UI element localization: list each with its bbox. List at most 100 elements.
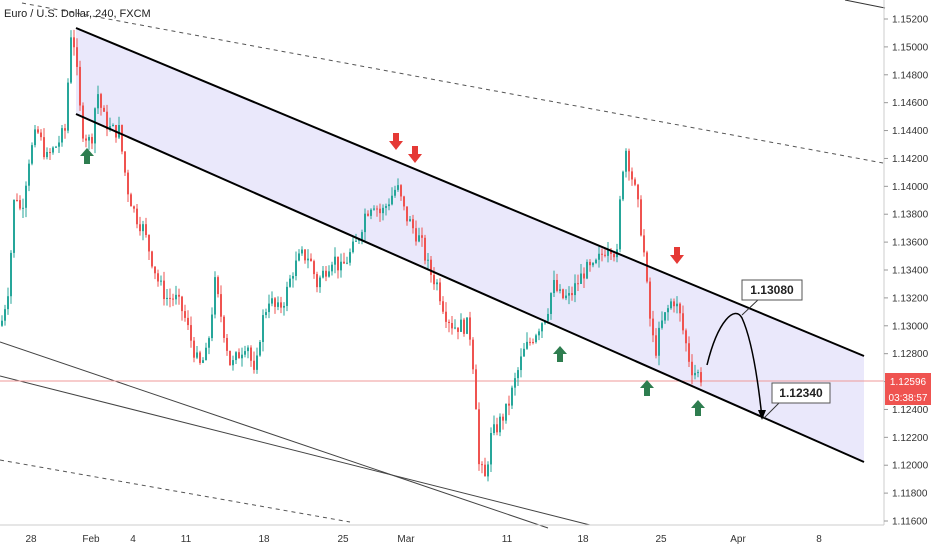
down-arrow-icon <box>389 133 403 150</box>
candle-down <box>226 337 228 351</box>
candle-up <box>55 146 57 148</box>
countdown-timer: 03:38:57 <box>889 393 928 404</box>
candle-down <box>400 185 402 197</box>
candle-down <box>508 403 510 406</box>
candle-up <box>88 137 90 141</box>
candle-up <box>526 341 528 349</box>
candle-down <box>589 261 591 266</box>
y-tick-label: 1.14600 <box>892 98 929 109</box>
candle-up <box>166 297 168 300</box>
candle-up <box>514 378 516 388</box>
price-axis[interactable]: 1.15200 1.15000 1.14800 1.14600 1.14400 1.142… <box>884 15 929 528</box>
y-tick-label: 1.13000 <box>892 321 929 332</box>
candle-up <box>436 282 438 285</box>
candle-up <box>97 94 99 109</box>
candle-up <box>553 279 555 294</box>
candle-up <box>349 252 351 263</box>
top-right-trendline <box>844 0 886 9</box>
candle-down <box>49 152 51 154</box>
candle-down <box>481 464 483 466</box>
candle-up <box>397 185 399 190</box>
candle-down <box>157 273 159 282</box>
candle-up <box>289 278 291 287</box>
candle-up <box>235 352 237 361</box>
candle-down <box>124 151 126 173</box>
candle-down <box>367 213 369 216</box>
candle-down <box>199 352 201 363</box>
candle-down <box>304 249 306 261</box>
candle-down <box>403 196 405 207</box>
candle-up <box>352 241 354 253</box>
time-axis[interactable]: 28 Feb 4 11 18 25 Mar 11 18 25 Apr 8 <box>25 534 822 545</box>
candle-down <box>313 261 315 275</box>
up-arrow-icon <box>553 346 567 362</box>
candle-down <box>181 296 183 312</box>
y-tick-label: 1.12000 <box>892 461 929 472</box>
candle-up <box>541 323 543 332</box>
candle-down <box>187 317 189 326</box>
candle-down <box>379 208 381 214</box>
y-tick-label: 1.11800 <box>892 489 928 500</box>
candle-down <box>151 251 153 267</box>
candle-down <box>148 234 150 252</box>
candle-up <box>112 125 114 127</box>
candle-down <box>43 137 45 158</box>
candle-up <box>61 128 63 143</box>
candle-up <box>523 348 525 357</box>
candle-down <box>496 424 498 433</box>
candle-down <box>376 208 378 210</box>
candle-up <box>31 145 33 164</box>
x-tick-label: 11 <box>502 534 513 545</box>
candle-down <box>571 293 573 296</box>
x-tick-label: 25 <box>337 534 349 545</box>
up-arrow-icon <box>691 400 705 416</box>
up-arrow-icon <box>640 380 654 396</box>
candle-up <box>208 338 210 348</box>
candle-up <box>286 286 288 306</box>
candle-up <box>625 150 627 172</box>
candle-down <box>655 335 657 356</box>
candle-down <box>478 409 480 465</box>
candle-up <box>559 289 561 291</box>
candle-down <box>412 219 414 229</box>
candle-down <box>103 107 105 112</box>
chart-title: Euro / U.S. Dollar, 240, FXCM <box>4 8 151 20</box>
candle-down <box>604 254 606 256</box>
candle-up <box>382 207 384 214</box>
candle-down <box>610 249 612 254</box>
y-tick-label: 1.12200 <box>892 433 929 444</box>
candle-up <box>493 424 495 434</box>
candle-up <box>658 327 660 356</box>
candle-up <box>241 354 243 359</box>
candle-up <box>34 129 36 146</box>
candle-down <box>685 330 687 344</box>
candle-up <box>517 370 519 379</box>
candle-down <box>430 259 432 275</box>
candle-down <box>280 302 282 308</box>
channel-upper-line <box>75 27 865 357</box>
candle-down <box>679 303 681 314</box>
candle-up <box>370 209 372 216</box>
candle-up <box>388 204 390 207</box>
target-label-high: 1.13080 <box>741 279 803 316</box>
candle-up <box>592 262 594 266</box>
candle-down <box>223 316 225 338</box>
candle-up <box>661 320 663 328</box>
candle-down <box>343 261 345 264</box>
candle-up <box>454 327 456 329</box>
candle-down <box>406 206 408 222</box>
outer-dashed-lower-line <box>0 459 351 523</box>
y-tick-label: 1.15000 <box>892 42 929 53</box>
candle-down <box>91 137 93 144</box>
candle-down <box>601 253 603 255</box>
candle-down <box>310 258 312 262</box>
candle-up <box>259 341 261 356</box>
projection-arrowhead <box>758 410 766 420</box>
candle-down <box>121 125 123 152</box>
candle-up <box>547 313 549 321</box>
candle-down <box>154 266 156 274</box>
x-tick-label: Mar <box>397 534 415 545</box>
candle-down <box>652 318 654 336</box>
candle-down <box>583 273 585 279</box>
